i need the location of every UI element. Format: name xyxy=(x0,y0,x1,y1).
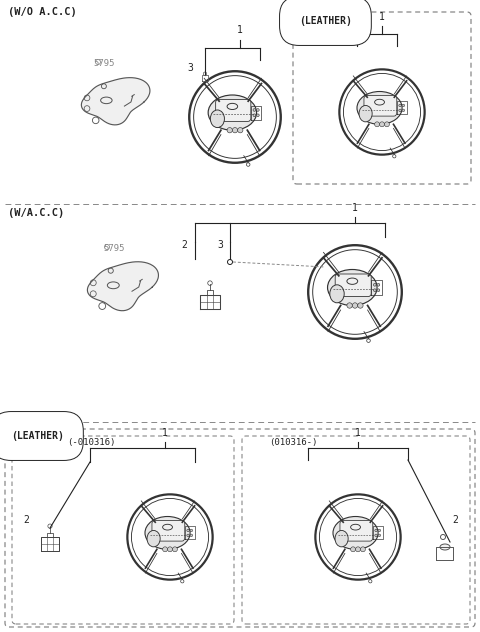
Ellipse shape xyxy=(147,530,160,547)
Text: (010316-): (010316-) xyxy=(269,438,318,447)
Circle shape xyxy=(187,529,189,532)
Circle shape xyxy=(402,104,405,107)
FancyBboxPatch shape xyxy=(216,99,251,121)
Text: (LEATHER): (LEATHER) xyxy=(11,431,64,441)
Text: 1: 1 xyxy=(237,25,243,35)
FancyBboxPatch shape xyxy=(364,95,397,116)
Text: 3: 3 xyxy=(217,240,223,250)
Circle shape xyxy=(358,303,363,308)
Circle shape xyxy=(347,303,352,308)
Circle shape xyxy=(375,534,377,537)
Circle shape xyxy=(399,109,401,112)
Circle shape xyxy=(373,289,376,291)
Ellipse shape xyxy=(440,544,450,550)
Text: 2: 2 xyxy=(23,515,29,525)
Circle shape xyxy=(377,289,380,291)
Text: (W/O A.C.C): (W/O A.C.C) xyxy=(8,7,77,17)
Circle shape xyxy=(377,283,380,286)
Circle shape xyxy=(187,534,189,537)
Circle shape xyxy=(373,283,376,286)
Ellipse shape xyxy=(145,516,190,549)
Ellipse shape xyxy=(327,269,377,305)
Text: 2: 2 xyxy=(181,240,187,250)
Circle shape xyxy=(378,529,381,532)
Ellipse shape xyxy=(210,110,225,128)
Text: 1: 1 xyxy=(352,203,358,213)
Text: 2: 2 xyxy=(452,515,458,525)
Circle shape xyxy=(378,534,381,537)
Circle shape xyxy=(253,114,256,116)
Circle shape xyxy=(168,547,172,552)
Circle shape xyxy=(163,547,168,552)
FancyBboxPatch shape xyxy=(340,521,373,541)
Text: 3: 3 xyxy=(187,63,193,73)
Circle shape xyxy=(238,128,243,133)
Circle shape xyxy=(190,529,192,532)
Ellipse shape xyxy=(208,95,256,130)
Circle shape xyxy=(374,122,380,127)
Circle shape xyxy=(350,547,356,552)
Circle shape xyxy=(380,122,384,127)
Ellipse shape xyxy=(333,516,378,549)
Ellipse shape xyxy=(359,106,372,122)
Text: (LEATHER): (LEATHER) xyxy=(299,16,352,26)
Text: 5795: 5795 xyxy=(93,59,115,68)
Text: 5795: 5795 xyxy=(103,244,124,253)
Circle shape xyxy=(356,547,360,552)
Circle shape xyxy=(256,114,259,116)
Circle shape xyxy=(256,109,259,111)
FancyBboxPatch shape xyxy=(152,521,185,541)
Text: 1: 1 xyxy=(379,12,385,22)
Circle shape xyxy=(375,529,377,532)
Circle shape xyxy=(399,104,401,107)
Circle shape xyxy=(172,547,178,552)
Ellipse shape xyxy=(357,92,402,125)
Polygon shape xyxy=(87,262,158,311)
Text: (W/A.C.C): (W/A.C.C) xyxy=(8,208,64,218)
Circle shape xyxy=(352,303,358,308)
Circle shape xyxy=(360,547,365,552)
Text: 1: 1 xyxy=(162,428,168,438)
Circle shape xyxy=(227,128,232,133)
Circle shape xyxy=(384,122,389,127)
Text: (-010316): (-010316) xyxy=(68,438,116,447)
Ellipse shape xyxy=(330,285,344,303)
Circle shape xyxy=(232,128,238,133)
Circle shape xyxy=(402,109,405,112)
Text: 1: 1 xyxy=(355,428,361,438)
FancyBboxPatch shape xyxy=(335,274,371,296)
Circle shape xyxy=(190,534,192,537)
Circle shape xyxy=(253,109,256,111)
Ellipse shape xyxy=(335,530,348,547)
Polygon shape xyxy=(82,78,150,125)
